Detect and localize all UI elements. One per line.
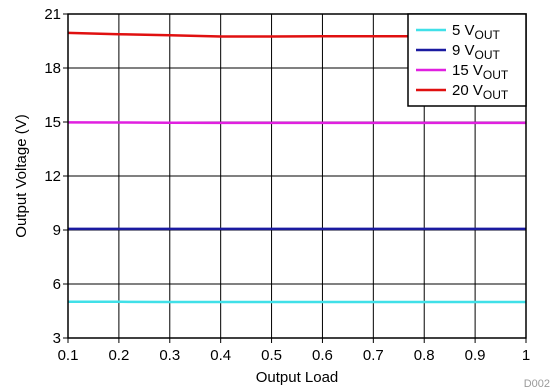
x-tick-label: 0.2 (108, 347, 129, 364)
x-tick-label: 0.1 (58, 347, 79, 364)
x-axis-title: Output Load (256, 369, 339, 386)
legend-label-subscript: OUT (483, 68, 509, 82)
legend-label-main: 5 V (452, 22, 475, 39)
x-tick-label: 0.7 (363, 347, 384, 364)
x-tick-label: 0.4 (210, 347, 231, 364)
figure-id: D002 (524, 378, 550, 390)
y-tick-labels: 3 6 9 12 15 18 21 (44, 6, 61, 347)
y-tick-label: 12 (44, 168, 61, 185)
legend-label-subscript: OUT (483, 88, 509, 102)
x-tick-label: 0.6 (312, 347, 333, 364)
series-line (68, 122, 526, 123)
x-tick-label: 1 (522, 347, 530, 364)
legend-label-subscript: OUT (475, 28, 501, 42)
x-tick-label: 0.9 (465, 347, 486, 364)
y-tick-label: 15 (44, 114, 61, 131)
y-tick-label: 21 (44, 6, 61, 23)
x-tick-label: 0.3 (159, 347, 180, 364)
legend-label-main: 20 V (452, 82, 483, 99)
y-tick-label: 6 (53, 276, 61, 293)
legend-label-main: 9 V (452, 42, 475, 59)
legend-label-subscript: OUT (475, 48, 501, 62)
x-tick-label: 0.8 (414, 347, 435, 364)
legend-label-main: 15 V (452, 62, 483, 79)
y-tick-label: 9 (53, 222, 61, 239)
y-tick-label: 3 (53, 330, 61, 347)
x-tick-label: 0.5 (261, 347, 282, 364)
y-axis-title: Output Voltage (V) (13, 114, 30, 237)
y-tick-label: 18 (44, 60, 61, 77)
x-tick-labels: 0.1 0.2 0.3 0.4 0.5 0.6 0.7 0.8 0.9 1 (58, 347, 531, 364)
